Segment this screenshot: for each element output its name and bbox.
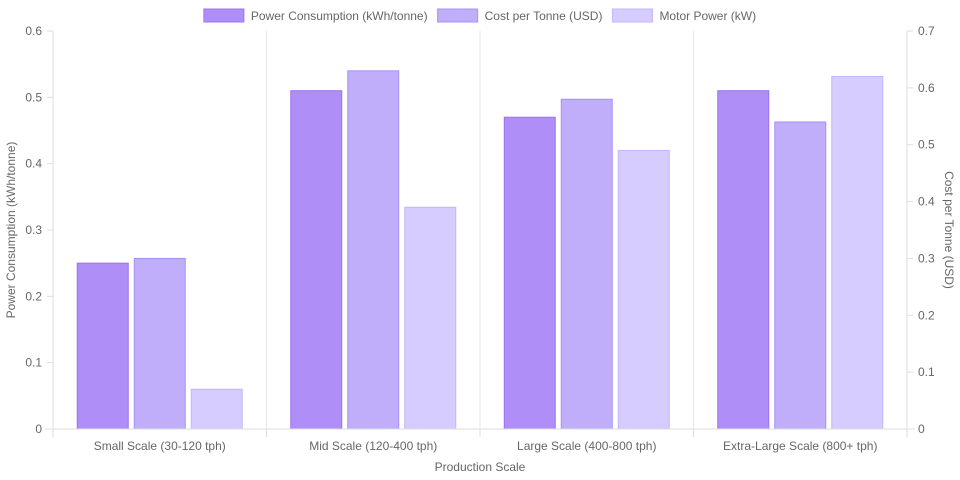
y-axis-title-left: Power Consumption (kWh/tonne): [4, 142, 18, 319]
bar[interactable]: [76, 262, 129, 430]
bar[interactable]: [404, 206, 457, 430]
y-tick-label-left: 0.6: [25, 24, 42, 38]
y-tick-label-right: 0.6: [918, 81, 935, 95]
bar[interactable]: [717, 90, 770, 430]
y-tick-label-right: 0.4: [918, 195, 935, 209]
y-tick-label-left: 0.3: [25, 223, 42, 237]
x-tick-label: Large Scale (400-800 tph): [517, 439, 656, 453]
y-tick-label-right: 0.1: [918, 365, 935, 379]
bar[interactable]: [133, 257, 186, 430]
y-axis-title-right: Cost per Tonne (USD): [942, 171, 956, 289]
bar[interactable]: [617, 149, 670, 430]
bar[interactable]: [347, 70, 400, 430]
x-tick-label: Extra-Large Scale (800+ tph): [723, 439, 877, 453]
bar[interactable]: [560, 98, 613, 430]
legend-item[interactable]: Cost per Tonne (USD): [437, 8, 603, 23]
y-tick-label-left: 0.4: [25, 157, 42, 171]
y-tick-label-left: 0: [35, 422, 42, 436]
x-tick-label: Small Scale (30-120 tph): [94, 439, 226, 453]
grid: [266, 31, 694, 429]
legend[interactable]: Power Consumption (kWh/tonne) Cost per To…: [203, 8, 756, 23]
legend-label: Cost per Tonne (USD): [485, 9, 603, 23]
y-tick-label-left: 0.1: [25, 356, 42, 370]
legend-swatch: [437, 8, 479, 23]
bar[interactable]: [290, 90, 343, 430]
legend-swatch: [611, 8, 653, 23]
y-tick-label-right: 0: [918, 422, 925, 436]
axes: 0 0.1 0.2 0.3 0.4 0.5 0.6 0 0.1 0.2 0.3 0.4 0.5 0.6 0.…: [25, 24, 935, 453]
legend-label: Power Consumption (kWh/tonne): [251, 9, 428, 23]
legend-item[interactable]: Power Consumption (kWh/tonne): [203, 8, 428, 23]
y-tick-label-left: 0.2: [25, 289, 42, 303]
legend-item[interactable]: Motor Power (kW): [611, 8, 756, 23]
bar[interactable]: [503, 116, 556, 430]
x-axis-title: Production Scale: [435, 460, 526, 474]
bar[interactable]: [774, 121, 827, 430]
x-tick-label: Mid Scale (120-400 tph): [309, 439, 437, 453]
legend-swatch: [203, 8, 245, 23]
y-tick-label-right: 0.2: [918, 308, 935, 322]
y-tick-label-left: 0.5: [25, 90, 42, 104]
y-tick-label-right: 0.5: [918, 138, 935, 152]
bars: [76, 70, 884, 430]
bar[interactable]: [190, 388, 243, 430]
legend-label: Motor Power (kW): [659, 9, 756, 23]
y-tick-label-right: 0.7: [918, 24, 935, 38]
y-tick-label-right: 0.3: [918, 251, 935, 265]
bar[interactable]: [831, 75, 884, 430]
